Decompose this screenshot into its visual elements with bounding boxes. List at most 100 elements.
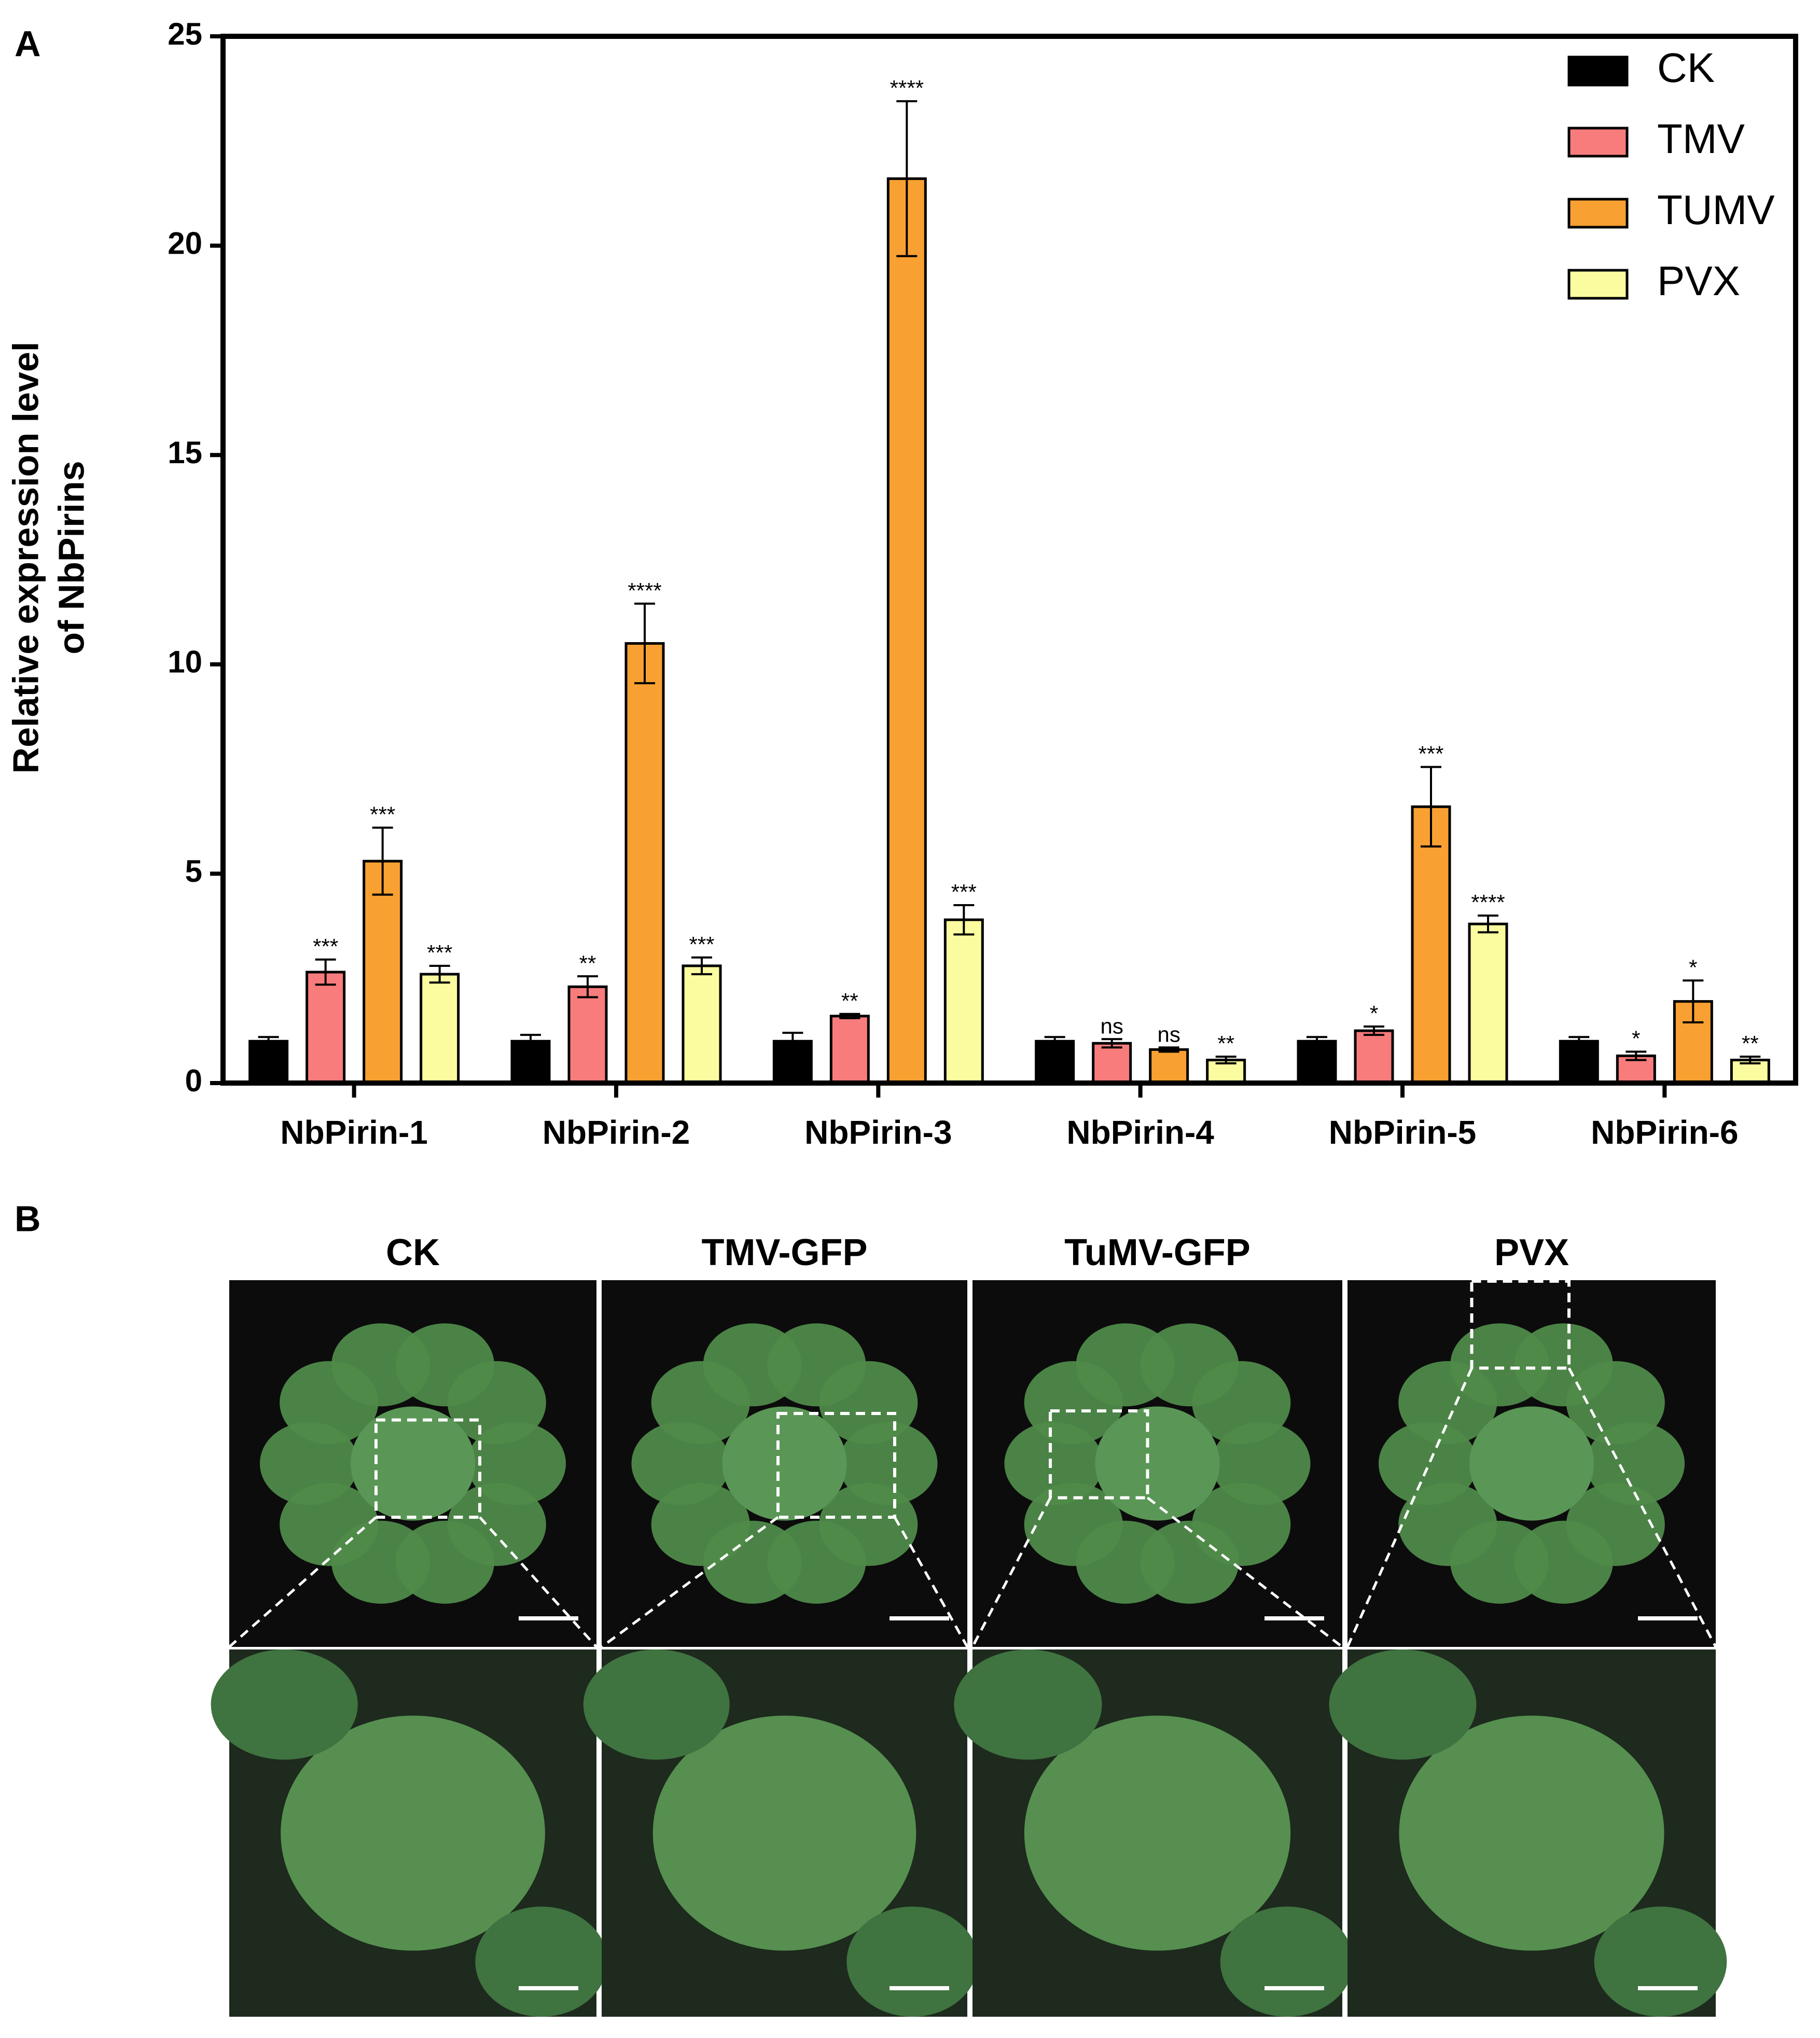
y-tick-label: 5 — [185, 854, 202, 889]
y-tick-label: 20 — [168, 226, 202, 260]
leaf — [583, 1649, 730, 1760]
y-axis-title: Relative expression level of NbPirins — [5, 342, 91, 774]
y-tick-label: 25 — [168, 17, 202, 51]
panel-label: A — [15, 23, 41, 64]
zoom-line — [228, 1516, 377, 1648]
bar — [248, 1039, 289, 1085]
leaf — [1095, 1406, 1220, 1521]
zoom-line — [1346, 1367, 1473, 1648]
error-bar — [782, 1032, 803, 1051]
significance-label: ns — [1157, 1022, 1180, 1046]
bar — [1468, 922, 1508, 1085]
error-bar — [953, 904, 975, 936]
bar — [1559, 1039, 1599, 1085]
inset-box — [1470, 1280, 1571, 1370]
significance-label: **** — [890, 76, 924, 100]
plot-frame — [220, 34, 1798, 1086]
error-bar — [372, 826, 393, 896]
significance-label: ns — [1100, 1014, 1123, 1038]
error-bar — [1568, 1036, 1590, 1047]
photo-title: TuMV-GFP — [1064, 1232, 1251, 1273]
error-bar — [1626, 1050, 1647, 1061]
inset-box — [1049, 1409, 1149, 1500]
inset-box — [374, 1418, 481, 1519]
error-bar — [839, 1013, 860, 1019]
error-bar — [1044, 1036, 1065, 1047]
legend-swatch — [1567, 198, 1629, 229]
error-bar — [1101, 1038, 1122, 1049]
bar — [1411, 805, 1451, 1085]
error-bar — [520, 1034, 541, 1049]
leaf — [447, 1361, 546, 1444]
significance-label: ** — [1217, 1031, 1234, 1056]
bar — [420, 973, 460, 1085]
bar — [305, 971, 346, 1085]
x-tick-label: NbPirin-1 — [280, 1114, 427, 1151]
leaf — [351, 1406, 475, 1521]
leaf — [722, 1406, 847, 1521]
leaf — [1566, 1361, 1665, 1444]
leaf — [846, 1906, 979, 2017]
error-bar — [1158, 1046, 1179, 1053]
leaf — [211, 1649, 358, 1760]
error-bar — [634, 602, 655, 685]
y-tick-label: 10 — [168, 645, 202, 680]
bar — [682, 964, 722, 1085]
bar — [829, 1015, 870, 1085]
significance-label: *** — [370, 802, 395, 827]
legend-label: TMV — [1657, 116, 1745, 162]
error-bar — [315, 958, 336, 986]
error-bar — [1364, 1025, 1384, 1036]
zoom-line — [971, 1497, 1052, 1648]
leaf — [1469, 1406, 1594, 1521]
significance-label: ** — [841, 989, 858, 1013]
leaf — [1399, 1715, 1664, 1951]
leaf — [281, 1715, 545, 1951]
significance-label: * — [1689, 955, 1697, 979]
panel-label: B — [15, 1198, 41, 1239]
error-bar — [1215, 1056, 1237, 1065]
bar — [363, 859, 403, 1085]
error-bar — [1421, 766, 1441, 848]
x-tick-label: NbPirin-3 — [804, 1114, 952, 1151]
bar — [943, 918, 984, 1085]
leaf — [954, 1649, 1102, 1760]
bar — [1297, 1039, 1337, 1085]
leaf — [1220, 1906, 1354, 2017]
bar — [1092, 1042, 1132, 1085]
error-bar — [896, 100, 918, 257]
zoom-line — [893, 1516, 969, 1648]
legend-label: PVX — [1657, 258, 1740, 304]
error-bar — [691, 956, 712, 976]
zoom-line — [1567, 1367, 1717, 1648]
significance-label: * — [1370, 1001, 1378, 1025]
leaf — [652, 1715, 916, 1951]
zoom-line — [479, 1516, 598, 1648]
error-bar — [258, 1036, 279, 1047]
leaf — [1329, 1649, 1477, 1760]
bar — [1354, 1029, 1394, 1085]
y-axis-title-line: of NbPirins — [51, 461, 91, 654]
inset-box — [776, 1412, 896, 1519]
y-axis-title-line: Relative expression level — [5, 342, 46, 774]
leaf — [475, 1906, 608, 2017]
bar — [567, 985, 608, 1085]
error-bar — [1478, 914, 1498, 934]
bar — [1035, 1039, 1075, 1085]
error-bar — [577, 975, 598, 999]
zoom-line — [1146, 1496, 1343, 1648]
leaf — [819, 1361, 918, 1444]
error-bar — [1683, 979, 1704, 1023]
photo-title: TMV-GFP — [702, 1232, 868, 1273]
legend-label: CK — [1657, 45, 1715, 91]
leaf — [1192, 1361, 1291, 1444]
significance-label: *** — [1418, 742, 1443, 766]
significance-label: **** — [628, 578, 661, 603]
y-tick-label: 0 — [185, 1063, 202, 1098]
zoom-line — [601, 1516, 779, 1648]
significance-label: * — [1632, 1027, 1640, 1051]
significance-label: ** — [579, 951, 596, 975]
legend-swatch — [1567, 269, 1629, 300]
bar — [624, 642, 665, 1085]
